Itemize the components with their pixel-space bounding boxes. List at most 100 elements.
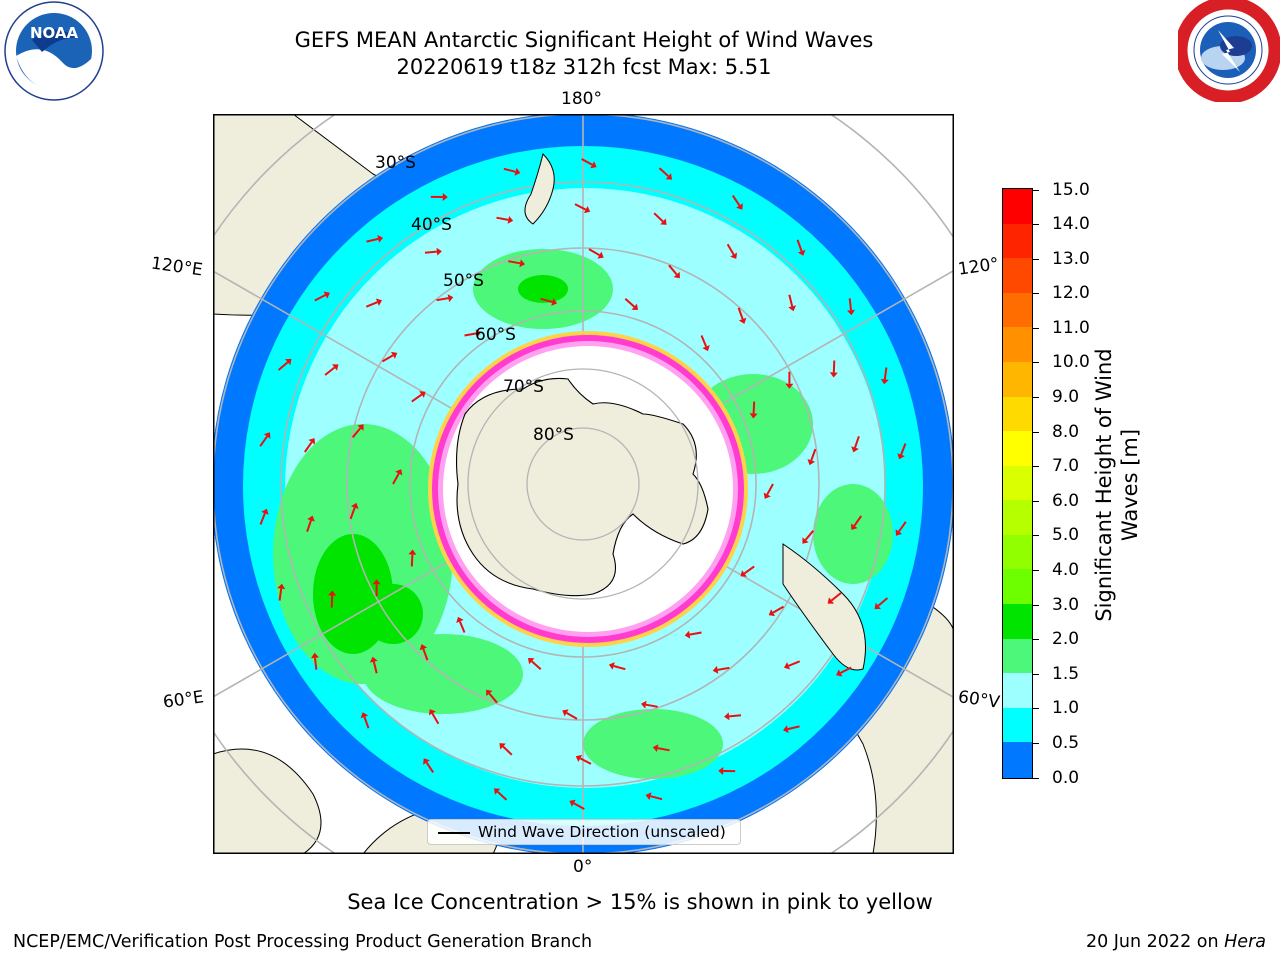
wave-arrow-shaft [366, 237, 379, 243]
colorbar-tick [1033, 189, 1039, 191]
wave-arrow-head [652, 744, 659, 752]
wave-arrow-shaft [464, 332, 477, 337]
wave-arrow-shaft [588, 248, 600, 256]
sea-ice-footnote: Sea Ice Concentration > 15% is shown in … [347, 890, 933, 914]
colorbar-tick [1033, 258, 1039, 260]
colorbar-segment [1003, 396, 1032, 432]
colorbar-segment [1003, 673, 1032, 709]
lon-label-0: 0° [573, 857, 593, 877]
colorbar-segment [1003, 604, 1032, 640]
wave-arrow-head [749, 413, 758, 419]
wave-arrow-shaft [259, 435, 268, 447]
wave-arrow-shaft [303, 441, 313, 453]
colorbar-tick-label: 14.0 [1052, 214, 1090, 235]
wave-arrow-shaft [728, 714, 742, 718]
new-zealand-landmass [524, 153, 555, 225]
wave-arrow-shaft [363, 716, 370, 729]
colorbar-segment [1003, 189, 1032, 225]
colorbar-tick [1033, 466, 1039, 468]
colorbar-tick-label: 9.0 [1052, 387, 1080, 408]
wave-arrow-shaft [503, 167, 516, 173]
chart-subtitle: 20220619 t18z 312h fcst Max: 5.51 [396, 55, 772, 79]
legend-label: Wind Wave Direction (unscaled) [478, 823, 726, 841]
wave-arrow-head [665, 173, 672, 180]
wave-arrow-head [391, 351, 398, 359]
colorbar-segment [1003, 500, 1032, 536]
colorbar-tick [1033, 224, 1039, 226]
wave-arrow-shaft [613, 665, 626, 671]
colorbar-tick [1033, 639, 1039, 641]
wave-arrow-shaft [832, 360, 836, 373]
wave-arrow-shaft [497, 791, 508, 801]
colorbar-tick-label: 7.0 [1052, 456, 1080, 477]
antarctic-wave-map: 30°S 40°S 50°S 60°S 70°S 80°S [213, 114, 954, 854]
wave-arrow-head [357, 424, 364, 431]
wave-arrow-shaft [496, 216, 509, 221]
wave-arrow-head [369, 656, 378, 663]
wave-arrow-shaft [411, 393, 423, 403]
wave-arrow-head [447, 294, 454, 303]
wave-arrow-head [519, 259, 525, 268]
wave-arrow-head [718, 767, 724, 775]
credit-host: Hera [1224, 932, 1266, 952]
wave-arrow-shaft [700, 335, 708, 347]
antarctica-landmass [456, 377, 709, 597]
lat-label-50s: 50°S [443, 271, 484, 291]
wave-arrow-shaft [796, 239, 803, 252]
wave-arrow-shaft [830, 592, 842, 602]
wave-arrow-head [897, 453, 905, 460]
lat-label-80s: 80°S [533, 425, 574, 445]
wave-arrow-head [307, 515, 315, 522]
wave-arrow-head [784, 662, 791, 670]
lon-label-60w: 60°V [956, 687, 1001, 713]
colorbar-tick [1033, 397, 1039, 399]
wave-arrow-head [360, 712, 369, 719]
wave-arrow-shaft [579, 757, 592, 765]
wave-arrow-head [597, 251, 604, 259]
wave-arrow-head [419, 644, 428, 651]
wave-arrow-shaft [502, 745, 513, 756]
wave-arrow-shaft [840, 666, 852, 674]
wave-arrow-head [788, 305, 797, 312]
wave-arrow-head [551, 298, 558, 306]
wave-arrow-head [475, 329, 482, 338]
wave-arrow-shaft [259, 512, 266, 525]
wave-arrow-shaft [436, 297, 449, 302]
colorbar-tick-label: 6.0 [1052, 490, 1080, 511]
wave-arrow-head [486, 689, 493, 697]
wave-arrow-head [702, 345, 710, 352]
wave-arrow-head [423, 758, 430, 765]
wave-arrow-head [277, 583, 286, 590]
wave-arrow-head [428, 709, 436, 716]
wave-arrow-shaft [788, 294, 794, 307]
colorbar-tick-label: 2.0 [1052, 629, 1080, 650]
wave-arrow-shaft [743, 565, 755, 575]
wave-arrow-head [851, 523, 858, 530]
wave-arrow-head [583, 206, 591, 214]
colorbar-tick-label: 15.0 [1052, 179, 1090, 200]
lat-label-40s: 40°S [411, 215, 452, 235]
colorbar [1002, 188, 1033, 779]
colorbar-tick-label: 13.0 [1052, 248, 1090, 269]
wave-arrow-shaft [277, 361, 289, 371]
wave-arrow-head [797, 249, 806, 256]
colorbar-tick [1033, 327, 1039, 329]
wave-arrow-shaft [458, 621, 466, 633]
wave-arrow-head [802, 537, 809, 544]
wave-arrow-head [874, 602, 881, 610]
wave-arrow-head [351, 502, 359, 509]
wave-arrow-shaft [351, 427, 362, 438]
wave-arrow-shaft [508, 260, 521, 265]
wave-arrow-head [768, 609, 775, 617]
wave-arrow-head [673, 271, 680, 279]
wave-arrow-shaft [392, 473, 400, 485]
colorbar-tick [1033, 708, 1039, 710]
map-legend: Wind Wave Direction (unscaled) [427, 819, 741, 845]
wave-arrow-head [740, 570, 747, 577]
wave-arrow-shaft [787, 725, 800, 731]
lon-label-180: 180° [561, 89, 602, 109]
colorbar-tick [1033, 535, 1039, 537]
wave-arrow-head [308, 438, 315, 445]
credit-date: 20 Jun 2022 on Hera [1086, 932, 1266, 952]
colorbar-tick-label: 1.0 [1052, 698, 1080, 719]
